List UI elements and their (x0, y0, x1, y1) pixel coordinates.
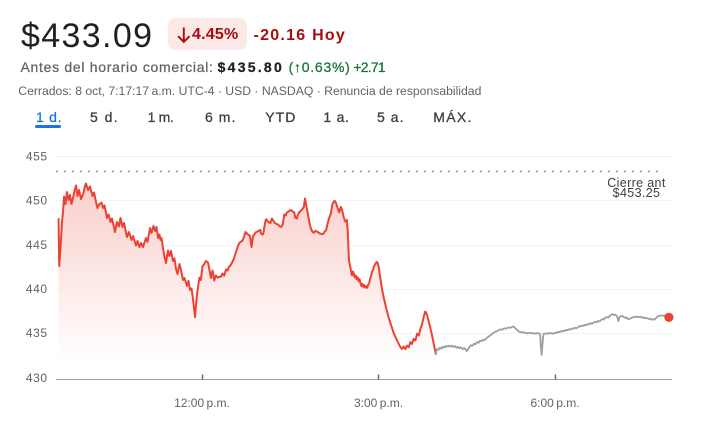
svg-text:440: 440 (26, 282, 48, 296)
svg-text:6:00 p.m.: 6:00 p.m. (530, 396, 579, 410)
svg-text:435: 435 (26, 326, 48, 340)
svg-text:450: 450 (26, 194, 48, 208)
svg-text:$453.25: $453.25 (613, 186, 661, 200)
svg-text:445: 445 (26, 238, 48, 252)
svg-text:12:00 p.m.: 12:00 p.m. (174, 396, 230, 410)
svg-text:Cierre ant: Cierre ant (607, 176, 666, 190)
svg-text:455: 455 (26, 150, 48, 164)
svg-text:430: 430 (26, 371, 48, 385)
svg-text:3:00 p.m.: 3:00 p.m. (354, 396, 403, 410)
